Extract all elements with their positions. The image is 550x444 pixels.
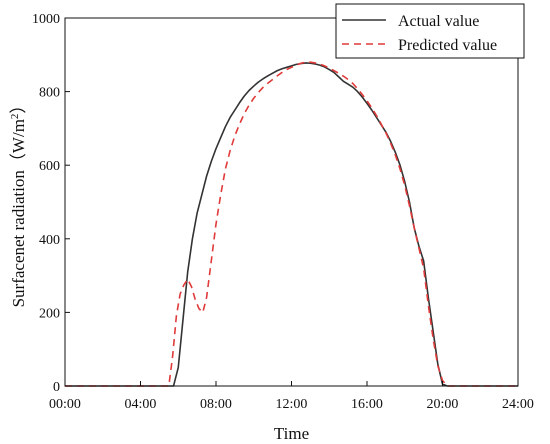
y-axis-title-text: Surfacenet radiation（W/m [9,119,28,307]
legend: Actual value Predicted value [335,3,525,59]
y-axis-title-sup: 2 [9,114,21,120]
y-tick-label: 600 [39,159,60,174]
y-tick-label: 400 [39,233,60,248]
plot-frame [64,17,519,387]
x-tick-label: 24:00 [502,397,534,412]
legend-box [335,3,525,59]
y-axis-ticks: 0 200 400 600 800 1000 [32,12,70,395]
x-tick-label: 12:00 [276,397,308,412]
y-tick-label: 1000 [32,12,60,27]
y-tick-label: 800 [39,86,60,101]
series-line-predicted [65,61,518,387]
x-tick-label: 16:00 [351,397,383,412]
y-tick-label: 0 [53,380,60,395]
x-tick-label: 08:00 [200,397,232,412]
series-line-actual [65,62,518,387]
y-axis-title-close: ） [9,97,28,114]
axes [64,17,519,387]
x-axis-ticks: 00:00 04:00 08:00 12:00 16:00 20:00 24:00 [49,381,534,412]
legend-label-actual: Actual value [398,13,479,30]
plot-lines [65,61,518,387]
x-tick-label: 04:00 [125,397,157,412]
y-tick-label: 200 [39,306,60,321]
x-axis-title: Time [274,424,309,443]
x-tick-label: 20:00 [427,397,459,412]
y-axis-title: Surfacenet radiation（W/m2） [9,97,28,308]
legend-label-predicted: Predicted value [398,37,497,54]
x-tick-label: 00:00 [49,397,81,412]
